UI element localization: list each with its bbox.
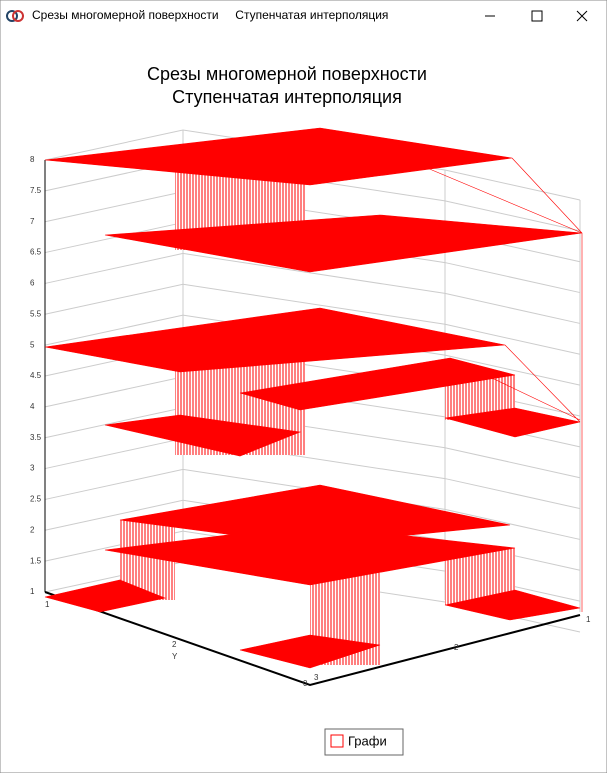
grid-line (44, 191, 581, 263)
grid-line (44, 438, 581, 510)
x-tick-label: 2 (454, 643, 459, 652)
grid-line (44, 252, 581, 324)
axis-labels: 8 7.5 7 6.5 6 5.5 5 4.5 4 3.5 3 2.5 2 1.5 1 1 2 3 2 1 (30, 155, 591, 682)
surface (44, 127, 583, 669)
z-tick-label: 1.5 (30, 556, 42, 565)
title-bar: Срезы многомерной поверхности Ступенчата… (6, 8, 588, 22)
z-tick-label: 8 (30, 155, 35, 164)
grid-line (44, 407, 581, 479)
z-tick-label: 3 (30, 464, 35, 473)
z-tick-label: 4.5 (30, 371, 42, 380)
z-tick-label: 6.5 (30, 248, 42, 257)
z-tick-label: 1 (30, 587, 35, 596)
legend-label: Графи (348, 733, 387, 748)
z-tick-label: 5.5 (30, 309, 42, 318)
legend-swatch (330, 734, 344, 748)
z-tick-label: 7 (30, 217, 35, 226)
grid-line (44, 283, 581, 355)
chart-title: Срезы многомерной поверхности (147, 64, 427, 84)
y-tick-label: 3 (314, 673, 319, 682)
x-zero-label: 0 (303, 679, 308, 688)
y-axis-label: Y (172, 652, 178, 661)
z-tick-label: 2.5 (30, 495, 42, 504)
chart-subtitle: Ступенчатая интерполяция (172, 87, 402, 107)
maximize-button[interactable] (531, 10, 543, 22)
x-tick-label: 1 (586, 615, 591, 624)
z-tick-label: 4 (30, 402, 35, 411)
close-button[interactable] (576, 10, 588, 22)
z-tick-label: 5 (30, 340, 35, 349)
z-tick-label: 3.5 (30, 433, 42, 442)
app-icon (12, 10, 24, 22)
window-title: Срезы многомерной поверхности Ступенчата… (32, 8, 388, 22)
z-tick-label: 2 (30, 525, 35, 534)
app-icon (6, 10, 18, 22)
y-tick-label: 2 (172, 640, 177, 649)
z-tick-label: 7.5 (30, 186, 42, 195)
y-tick-label: 1 (45, 600, 50, 609)
legend (324, 728, 404, 756)
z-tick-label: 6 (30, 279, 35, 288)
